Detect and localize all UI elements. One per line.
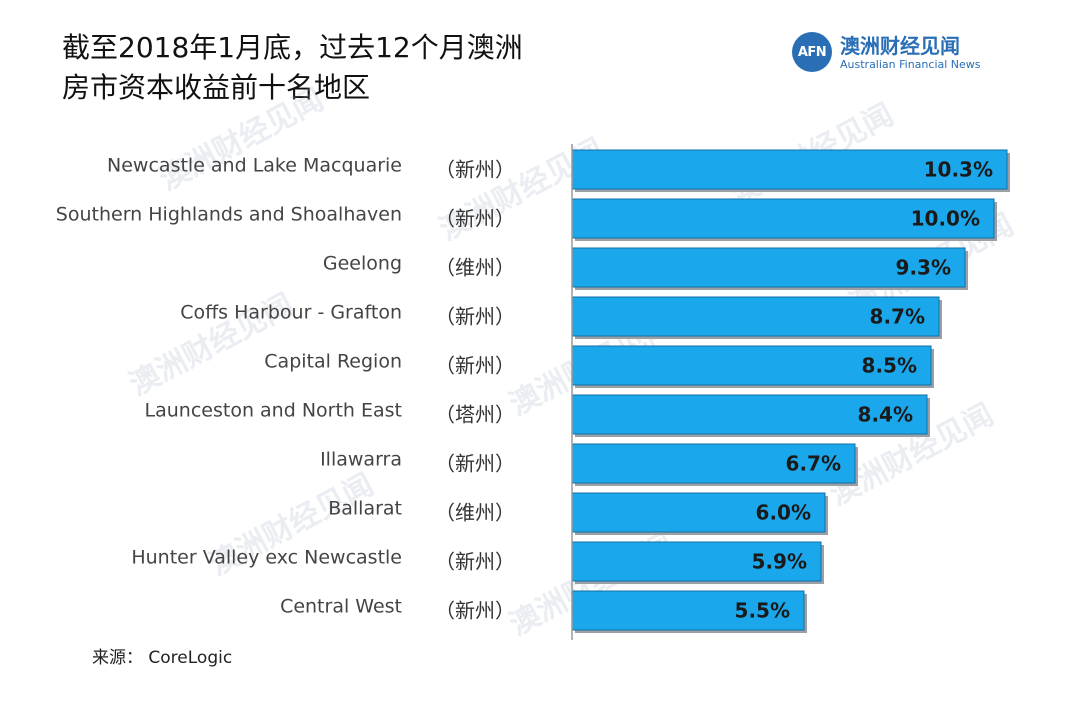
title-line-1: 截至2018年1月底，过去12个月澳洲 (62, 31, 523, 64)
logo-name-cn: 澳洲财经见闻 (840, 34, 960, 58)
category-label: Central West (280, 596, 402, 618)
state-label: （维州） (435, 501, 515, 525)
bar-6 (571, 394, 928, 435)
state-label: （新州） (435, 452, 515, 476)
title-line-2: 房市资本收益前十名地区 (62, 71, 371, 104)
data-label: 9.3% (896, 256, 951, 280)
state-label: （新州） (435, 305, 515, 329)
state-label: （新州） (435, 158, 515, 182)
state-label: （新州） (435, 354, 515, 378)
category-label: Launceston and North East (145, 400, 402, 422)
category-label: Coffs Harbour - Grafton (180, 302, 402, 324)
bar-1 (571, 149, 1008, 190)
data-label: 5.9% (752, 550, 807, 574)
data-label: 8.7% (870, 305, 925, 329)
data-label: 10.3% (924, 158, 993, 182)
state-label: （塔州） (435, 403, 515, 427)
bar-4 (571, 296, 940, 337)
data-label: 8.5% (862, 354, 917, 378)
bar-7 (571, 443, 856, 484)
data-label: 8.4% (858, 403, 913, 427)
category-label: Geelong (323, 253, 402, 275)
category-label: Ballarat (328, 498, 402, 520)
afn-logo-icon: AFN (792, 32, 832, 72)
category-label: Hunter Valley exc Newcastle (131, 547, 402, 569)
data-label: 10.0% (911, 207, 980, 231)
logo-name-en: Australian Financial News (840, 58, 981, 71)
state-label: （新州） (435, 550, 515, 574)
source-note: 来源： CoreLogic (92, 648, 233, 668)
state-label: （维州） (435, 256, 515, 280)
data-label: 6.7% (786, 452, 841, 476)
bar-8 (571, 492, 826, 533)
data-label: 5.5% (735, 599, 790, 623)
afn-logo: AFN 澳洲财经见闻 Australian Financial News (792, 30, 1002, 76)
category-label: Capital Region (264, 351, 402, 373)
bar-9 (571, 541, 822, 582)
bar-5 (571, 345, 932, 386)
category-label: Southern Highlands and Shoalhaven (56, 204, 402, 226)
chart-title: 截至2018年1月底，过去12个月澳洲 房市资本收益前十名地区 (62, 28, 523, 108)
bar-3 (571, 247, 966, 288)
category-label: Illawarra (320, 449, 402, 471)
category-label: Newcastle and Lake Macquarie (107, 155, 402, 177)
state-label: （新州） (435, 207, 515, 231)
data-label: 6.0% (756, 501, 811, 525)
state-label: （新州） (435, 599, 515, 623)
